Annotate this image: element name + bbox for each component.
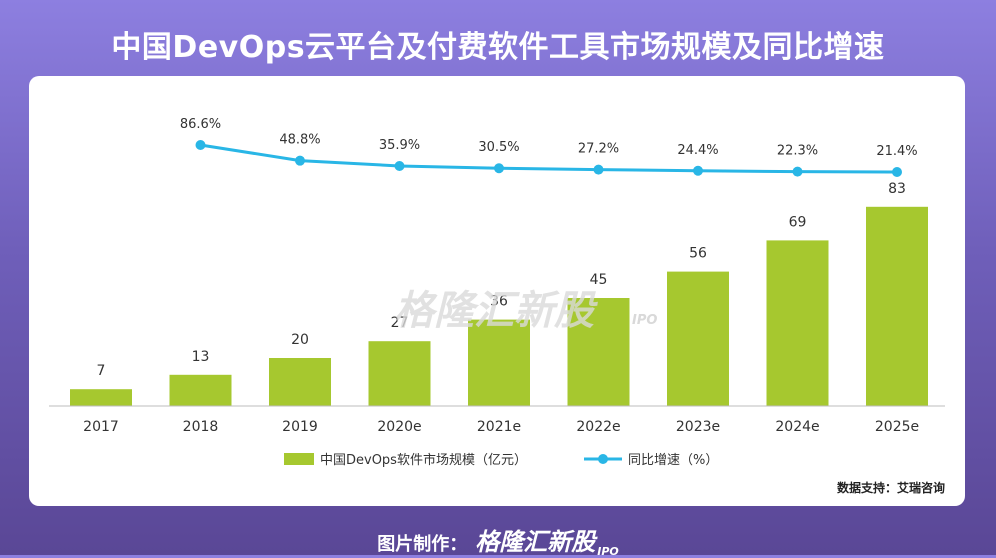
bar-2021e — [468, 319, 530, 406]
bar-value-label-2025e: 83 — [888, 181, 906, 197]
x-tick-label-2024e: 2024e — [775, 419, 819, 435]
legend-line-label: 同比增速（%） — [628, 453, 718, 468]
growth-label-2018: 86.6% — [180, 117, 221, 132]
bar-2017 — [70, 389, 132, 406]
bar-2018 — [169, 374, 232, 406]
legend-line-dot — [598, 454, 608, 464]
x-tick-label-2019: 2019 — [282, 419, 318, 435]
bar-value-label-2020e: 27 — [391, 315, 409, 331]
bar-group — [70, 206, 928, 406]
bar-value-label-2024e: 69 — [789, 214, 807, 230]
growth-point-2019 — [295, 155, 305, 166]
source-note: 数据支持：艾瑞咨询 — [836, 481, 945, 495]
chart-card: 7 13 20 27 36 45 56 69 83 2017 2018 2019 2020e 2021e… — [29, 76, 965, 506]
growth-line — [200, 143, 898, 174]
bar-2023e — [667, 271, 729, 406]
bar-label-group: 7 13 20 27 36 45 56 69 83 — [97, 181, 906, 379]
bar-value-label-2019: 20 — [291, 332, 309, 348]
footer: 图片制作： 格隆汇新股 IPO — [0, 522, 996, 558]
x-tick-label-2025e: 2025e — [875, 419, 919, 435]
growth-point-2018 — [195, 140, 206, 150]
x-tick-label-2022e: 2022e — [576, 419, 620, 435]
growth-point-group — [195, 140, 902, 177]
growth-label-2023e: 24.4% — [677, 143, 718, 158]
bar-2019 — [269, 358, 331, 406]
x-tick-label-2018: 2018 — [183, 419, 219, 435]
growth-point-2025e — [892, 167, 902, 177]
x-tick-group: 2017 2018 2019 2020e 2021e 2022e 2023e 2024e 202… — [83, 419, 919, 435]
x-tick-label-2023e: 2023e — [676, 419, 720, 435]
growth-label-2020e: 35.9% — [379, 138, 420, 153]
page-title: 中国DevOps云平台及付费软件工具市场规模及同比增速 — [111, 30, 885, 65]
bar-value-label-2022e: 45 — [590, 272, 608, 288]
bar-2022e — [567, 298, 630, 406]
growth-label-2019: 48.8% — [279, 133, 320, 148]
bar-value-label-2023e: 56 — [689, 246, 707, 262]
growth-point-2022e — [593, 164, 604, 175]
footer-brand: 格隆汇新股 — [475, 528, 596, 556]
x-tick-label-2020e: 2020e — [377, 419, 421, 435]
bar-2024e — [766, 240, 829, 406]
footer-label: 图片制作： — [377, 534, 468, 555]
bar-value-label-2021e: 36 — [490, 294, 508, 310]
legend-bar-swatch — [284, 453, 314, 465]
growth-point-2024e — [792, 166, 803, 177]
growth-label-2021e: 30.5% — [478, 140, 519, 155]
legend-bar-label: 中国DevOps软件市场规模（亿元） — [320, 452, 527, 468]
chart: 7 13 20 27 36 45 56 69 83 2017 2018 2019 2020e 2021e… — [49, 117, 945, 468]
bar-2020e — [368, 341, 431, 406]
watermark: 格隆汇新股 — [394, 288, 598, 334]
bar-2025e — [866, 206, 928, 406]
growth-point-2020e — [394, 160, 405, 171]
growth-point-2021e — [494, 163, 504, 174]
x-tick-label-2021e: 2021e — [477, 419, 521, 435]
x-tick-label-2017: 2017 — [83, 419, 119, 435]
growth-label-2024e: 22.3% — [777, 144, 818, 159]
bar-value-label-2017: 7 — [97, 363, 106, 379]
watermark-ipo: IPO — [632, 313, 657, 328]
growth-point-2023e — [693, 165, 703, 176]
growth-label-2022e: 27.2% — [578, 142, 619, 157]
growth-label-group: 86.6% 48.8% 35.9% 30.5% 27.2% 24.4% 22.3% 21.4% — [180, 117, 918, 159]
bar-value-label-2018: 13 — [192, 349, 210, 365]
growth-label-2025e: 21.4% — [876, 144, 917, 159]
footer-brand-sub: IPO — [597, 544, 619, 558]
